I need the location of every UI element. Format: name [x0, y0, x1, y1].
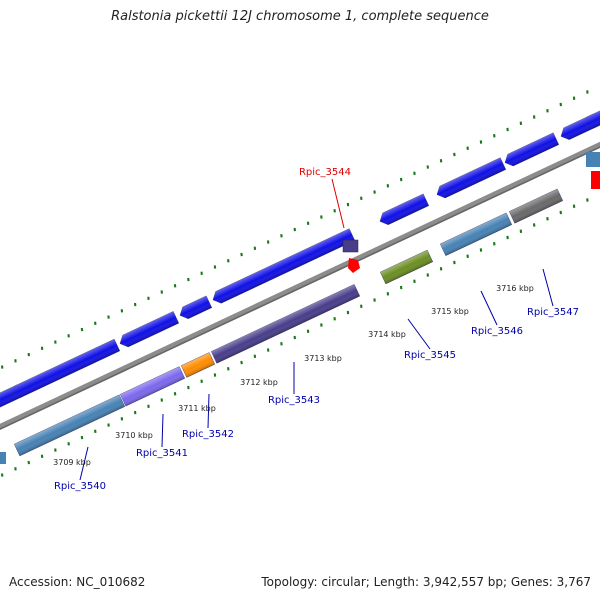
gene-label-Rpic_3542: Rpic_3542 — [182, 429, 234, 440]
callout-line-Rpic_3540 — [79, 446, 89, 481]
edge-feature-left — [0, 452, 6, 464]
tick-label-3: 3712 kbp — [240, 378, 278, 387]
forward-feature-4 — [212, 228, 356, 304]
topology-text: Topology: circular; Length: 3,942,557 bp… — [261, 575, 591, 589]
backbone-line — [0, 141, 600, 429]
tick-dots-layer — [0, 90, 589, 477]
tick-label-2: 3711 kbp — [178, 404, 216, 413]
tick-label-7: 3716 kbp — [496, 284, 534, 293]
tick-label-5: 3714 kbp — [368, 330, 406, 339]
forward-feature-5 — [379, 193, 430, 225]
gene-arrow-Rpic_3544 — [348, 258, 360, 273]
gene-bar-Rpic_3543 — [210, 284, 361, 364]
gene-bar-Rpic_3541 — [119, 366, 186, 407]
tick-label-4: 3713 kbp — [304, 354, 342, 363]
callout-line-Rpic_3541 — [161, 413, 164, 448]
callout-line-Rpic_3542 — [207, 393, 210, 429]
forward-feature-1 — [11, 338, 121, 398]
gene-label-Rpic_3540: Rpic_3540 — [54, 481, 106, 492]
gene-bar-Rpic_3547 — [508, 188, 564, 224]
tick-label-6: 3715 kbp — [431, 307, 469, 316]
gene-bar-Rpic_3546 — [439, 212, 513, 256]
gene-label-Rpic_3541: Rpic_3541 — [136, 448, 188, 459]
gene-bar-Rpic_3545 — [379, 249, 434, 285]
feature-layer — [0, 93, 600, 464]
gene-label-Rpic_3544: Rpic_3544 — [299, 167, 351, 178]
gene-label-Rpic_3547: Rpic_3547 — [527, 307, 579, 318]
gene-bar-Rpic_3540 — [13, 394, 126, 457]
callout-line-Rpic_3544 — [331, 178, 345, 229]
gene-label-Rpic_3546: Rpic_3546 — [471, 326, 523, 337]
callout-line-Rpic_3547 — [542, 268, 554, 307]
forward-feature-3 — [179, 295, 213, 319]
gene-label-Rpic_3543: Rpic_3543 — [268, 395, 320, 406]
tick-label-1: 3710 kbp — [115, 431, 153, 440]
forward-feature-2 — [119, 311, 180, 348]
map-title: Ralstonia pickettii 12J chromosome 1, co… — [111, 9, 489, 24]
callout-line-Rpic_3546 — [480, 290, 498, 326]
callout-layer: Rpic_3540 Rpic_3541 Rpic_3542 Rpic_3543 Rpic… — [54, 167, 579, 492]
forward-feature-7 — [504, 132, 560, 167]
edge-feature-red — [591, 171, 600, 189]
callout-line-Rpic_3545 — [407, 318, 431, 350]
backbone-layer — [0, 141, 600, 430]
gene-label-Rpic_3545: Rpic_3545 — [404, 350, 456, 361]
gene-bar-Rpic_3542 — [180, 352, 216, 378]
accession-text: Accession: NC_010682 — [9, 575, 146, 589]
forward-feature-6 — [436, 157, 507, 199]
forward-feature-9 — [584, 93, 600, 129]
tick-label-0: 3709 kbp — [53, 458, 91, 467]
edge-feature-steelblue — [586, 152, 600, 167]
tick-label-layer: 3709 kbp 3710 kbp 3711 kbp 3712 kbp 3713 kbp… — [53, 284, 534, 467]
gene-bar-Rpic_3544 — [342, 239, 359, 253]
